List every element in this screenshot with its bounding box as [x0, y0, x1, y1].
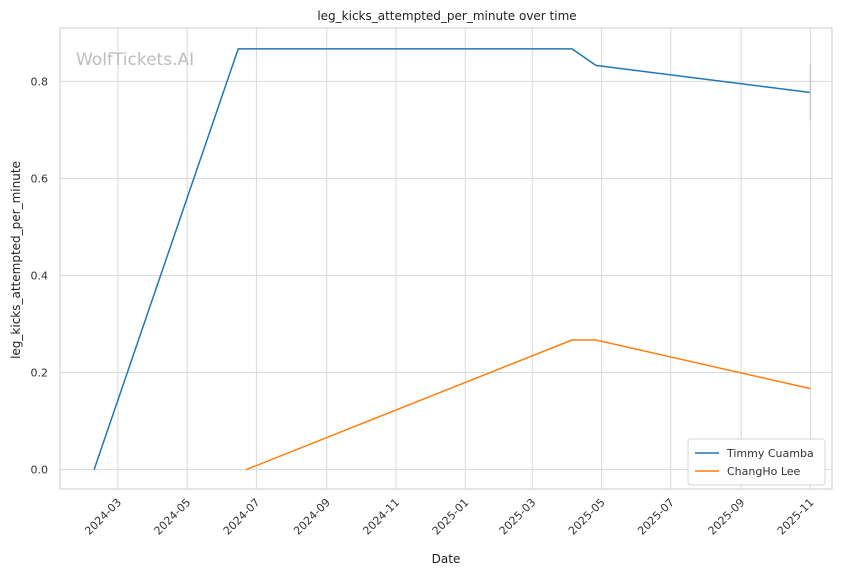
y-tick-label: 0.2: [31, 367, 49, 380]
x-tick-label: 2024-11: [360, 496, 402, 538]
plot-area: [59, 27, 833, 490]
x-tick-label: 2024-05: [152, 496, 194, 538]
x-tick-label: 2025-05: [566, 496, 608, 538]
series-line-changho-lee: [245, 339, 811, 471]
legend-label-timmy-cuamba: Timmy Cuamba: [726, 447, 814, 460]
y-tick-label: 0.6: [31, 172, 49, 185]
y-axis-label: leg_kicks_attempted_per_minute: [9, 161, 23, 359]
x-tick-label: 2025-07: [635, 496, 677, 538]
legend-label-changho-lee: ChangHo Lee: [727, 465, 801, 478]
x-tick-label: 2024-07: [221, 496, 263, 538]
chart-title: leg_kicks_attempted_per_minute over time: [317, 9, 576, 23]
y-tick-label: 0.0: [31, 464, 49, 477]
watermark: WolfTickets.AI: [76, 50, 194, 70]
grid-layer: [60, 28, 832, 489]
x-axis-label: Date: [432, 552, 461, 566]
legend: Timmy Cuamba ChangHo Lee: [687, 438, 826, 486]
legend-box: [687, 438, 826, 486]
x-tick-label: 2025-01: [430, 496, 472, 538]
x-tick-label: 2024-03: [82, 496, 124, 538]
y-tick-label: 0.4: [31, 269, 49, 282]
series-layer: [93, 48, 812, 471]
x-tick-label: 2024-09: [291, 496, 333, 538]
y-tick-label: 0.8: [31, 75, 49, 88]
x-tick-label: 2025-11: [775, 496, 817, 538]
x-tick-label: 2025-03: [497, 496, 539, 538]
series-line-timmy-cuamba: [93, 48, 811, 470]
x-tick-label: 2025-09: [706, 496, 748, 538]
